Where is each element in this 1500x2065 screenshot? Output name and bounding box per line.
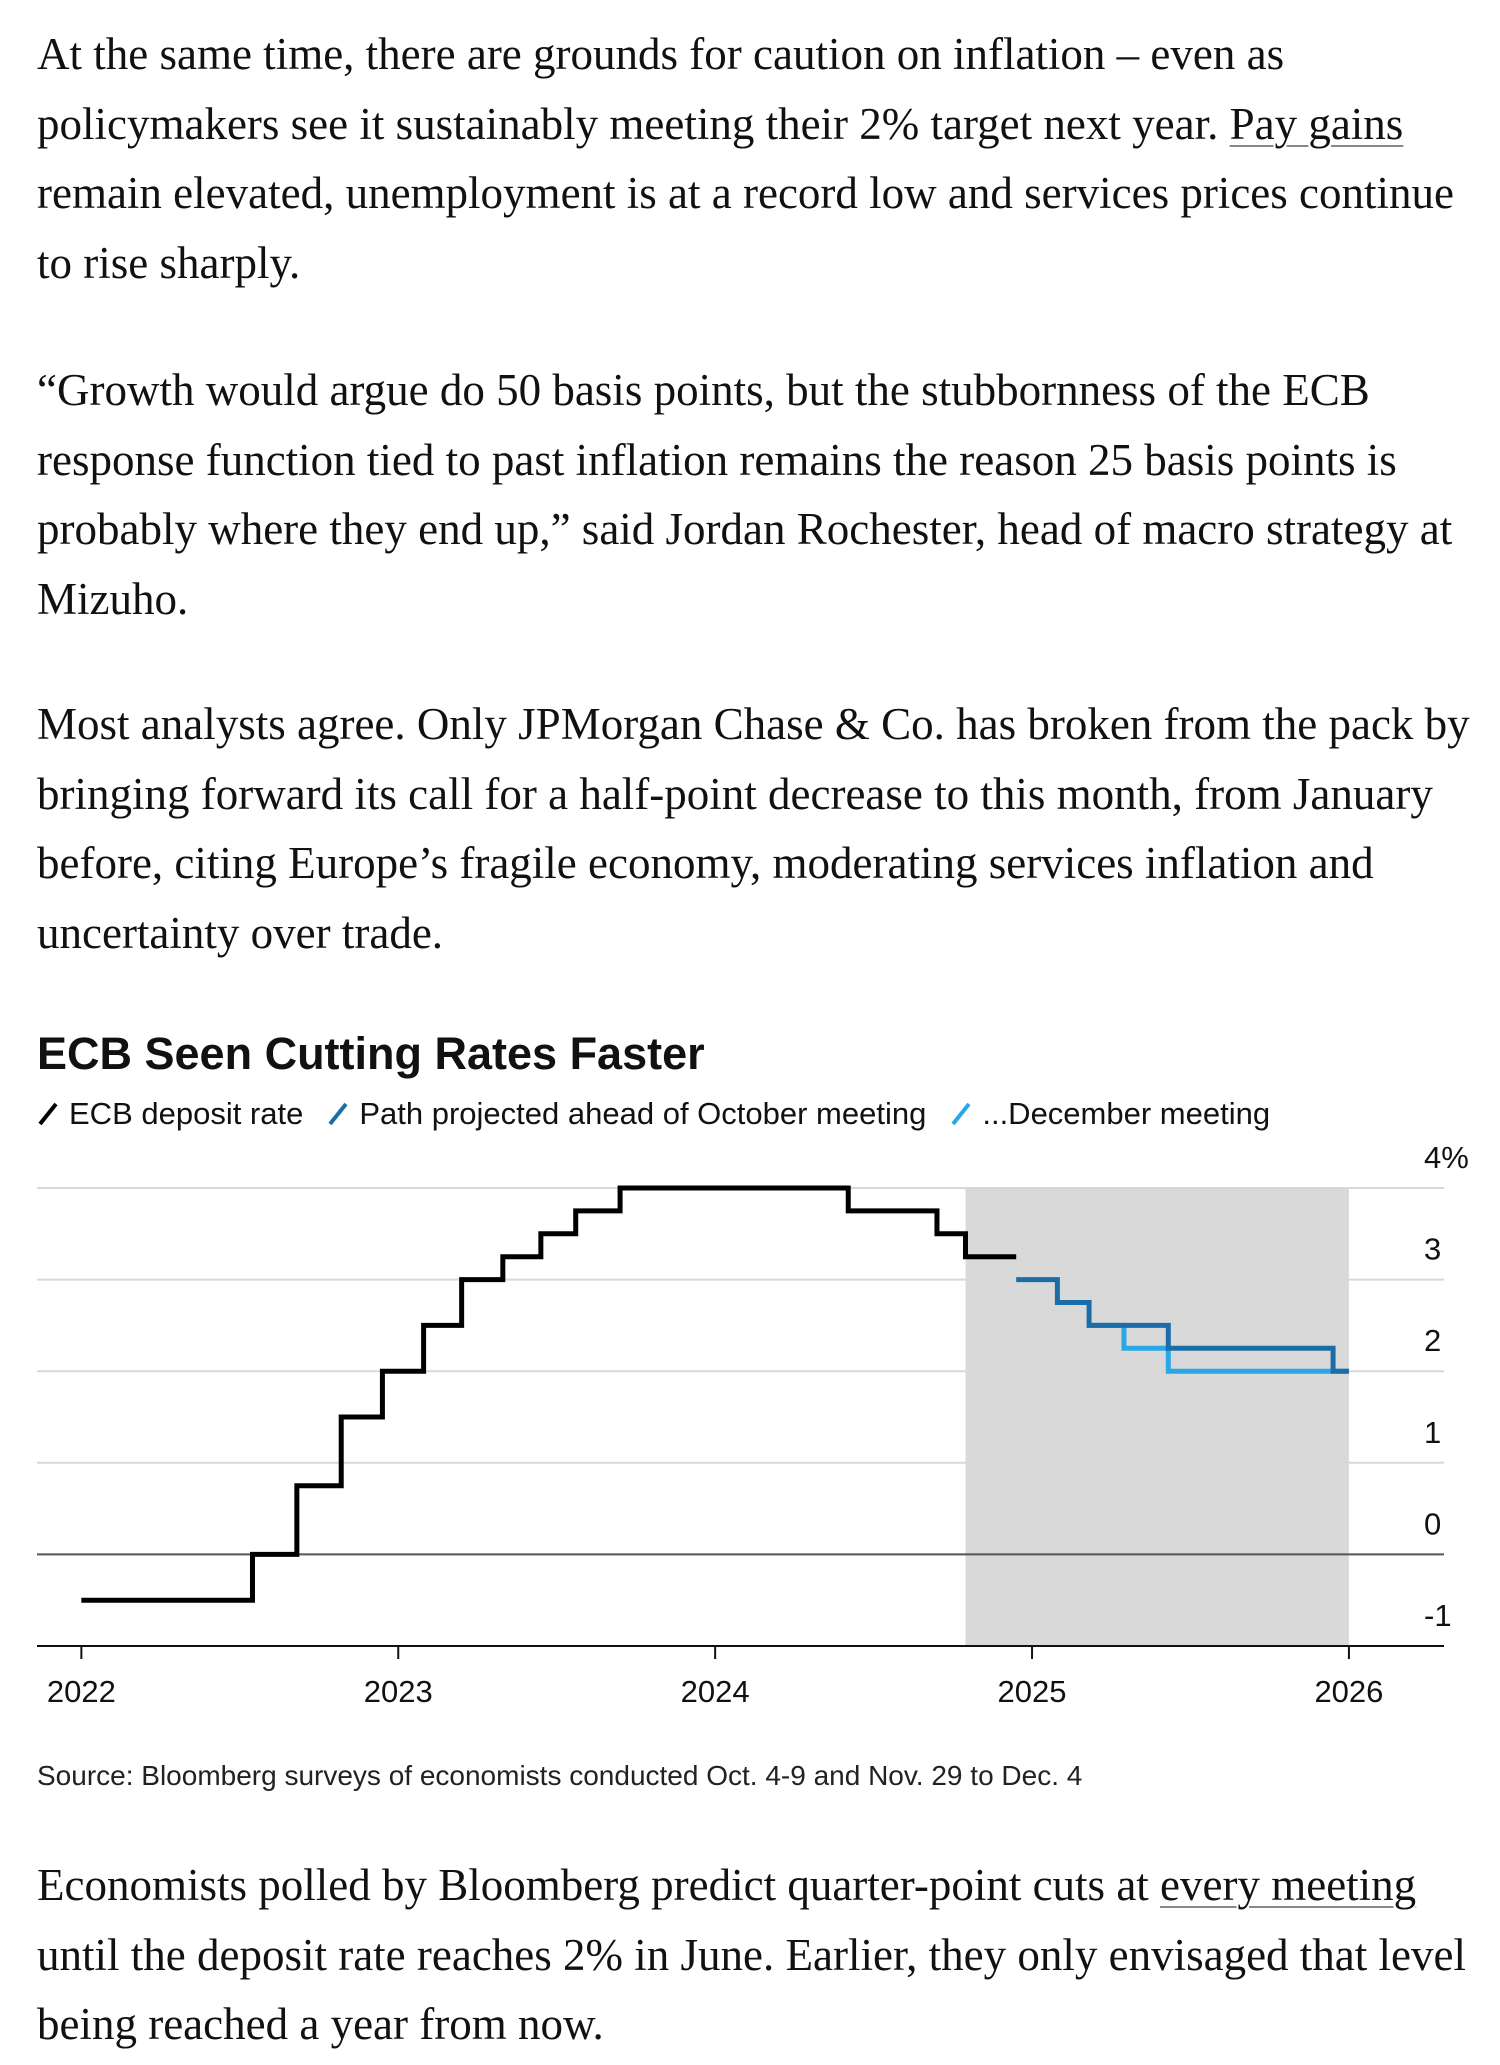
text: At the same time, there are grounds for …	[37, 29, 1285, 149]
text: Economists polled by Bloomberg predict q…	[37, 1860, 1161, 1910]
step-line	[1016, 1277, 1349, 1374]
paragraph: At the same time, there are grounds for …	[37, 20, 1477, 298]
x-tick-label: 2023	[364, 1674, 433, 1709]
x-tick-label: 2025	[998, 1674, 1067, 1709]
y-tick-label: 4%	[1424, 1140, 1469, 1175]
text: “Growth would argue do 50 basis points, …	[37, 365, 1453, 624]
y-tick-label: 2	[1424, 1323, 1441, 1358]
text: until the deposit rate reaches 2% in Jun…	[37, 1929, 1466, 2050]
legend-label: ...December meeting	[982, 1096, 1271, 1131]
shaded-region	[965, 1188, 1349, 1646]
legend-swatch	[951, 1102, 971, 1126]
legend-label: Path projected ahead of October meeting	[359, 1096, 927, 1131]
text: Most analysts agree. Only JPMorgan Chase…	[37, 699, 1470, 958]
legend-item: ...December meeting	[950, 1096, 1270, 1132]
text: remain elevated, unemployment is at a re…	[37, 168, 1454, 288]
paragraph: “Growth would argue do 50 basis points, …	[37, 356, 1477, 634]
legend-label: ECB deposit rate	[69, 1096, 304, 1131]
x-tick-label: 2024	[681, 1674, 750, 1709]
chart-title: ECB Seen Cutting Rates Faster	[37, 1028, 705, 1079]
legend-swatch	[328, 1102, 348, 1126]
x-tick-label: 2022	[47, 1674, 116, 1709]
legend-slash	[951, 1102, 971, 1126]
paragraph: Most analysts agree. Only JPMorgan Chase…	[37, 690, 1477, 968]
y-tick-label: 1	[1424, 1415, 1441, 1450]
link[interactable]: Pay gains	[1229, 98, 1404, 149]
legend: ECB deposit rate Path projected ahead of …	[37, 1096, 1270, 1132]
paragraph: Economists polled by Bloomberg predict q…	[37, 1851, 1477, 2060]
y-tick-label: 3	[1424, 1232, 1441, 1267]
legend-item: Path projected ahead of October meeting	[327, 1096, 926, 1132]
y-tick-label: 0	[1424, 1506, 1441, 1541]
step-line	[81, 1185, 1017, 1603]
chart-source: Source: Bloomberg surveys of economists …	[37, 1760, 1083, 1791]
legend-item: ECB deposit rate	[37, 1096, 303, 1132]
legend-slash	[38, 1102, 58, 1126]
legend-swatch	[38, 1102, 58, 1126]
legend-slash	[328, 1102, 348, 1126]
x-tick-label: 2026	[1314, 1674, 1383, 1709]
link[interactable]: every meeting	[1160, 1860, 1417, 1910]
y-tick-label: -1	[1424, 1598, 1452, 1633]
